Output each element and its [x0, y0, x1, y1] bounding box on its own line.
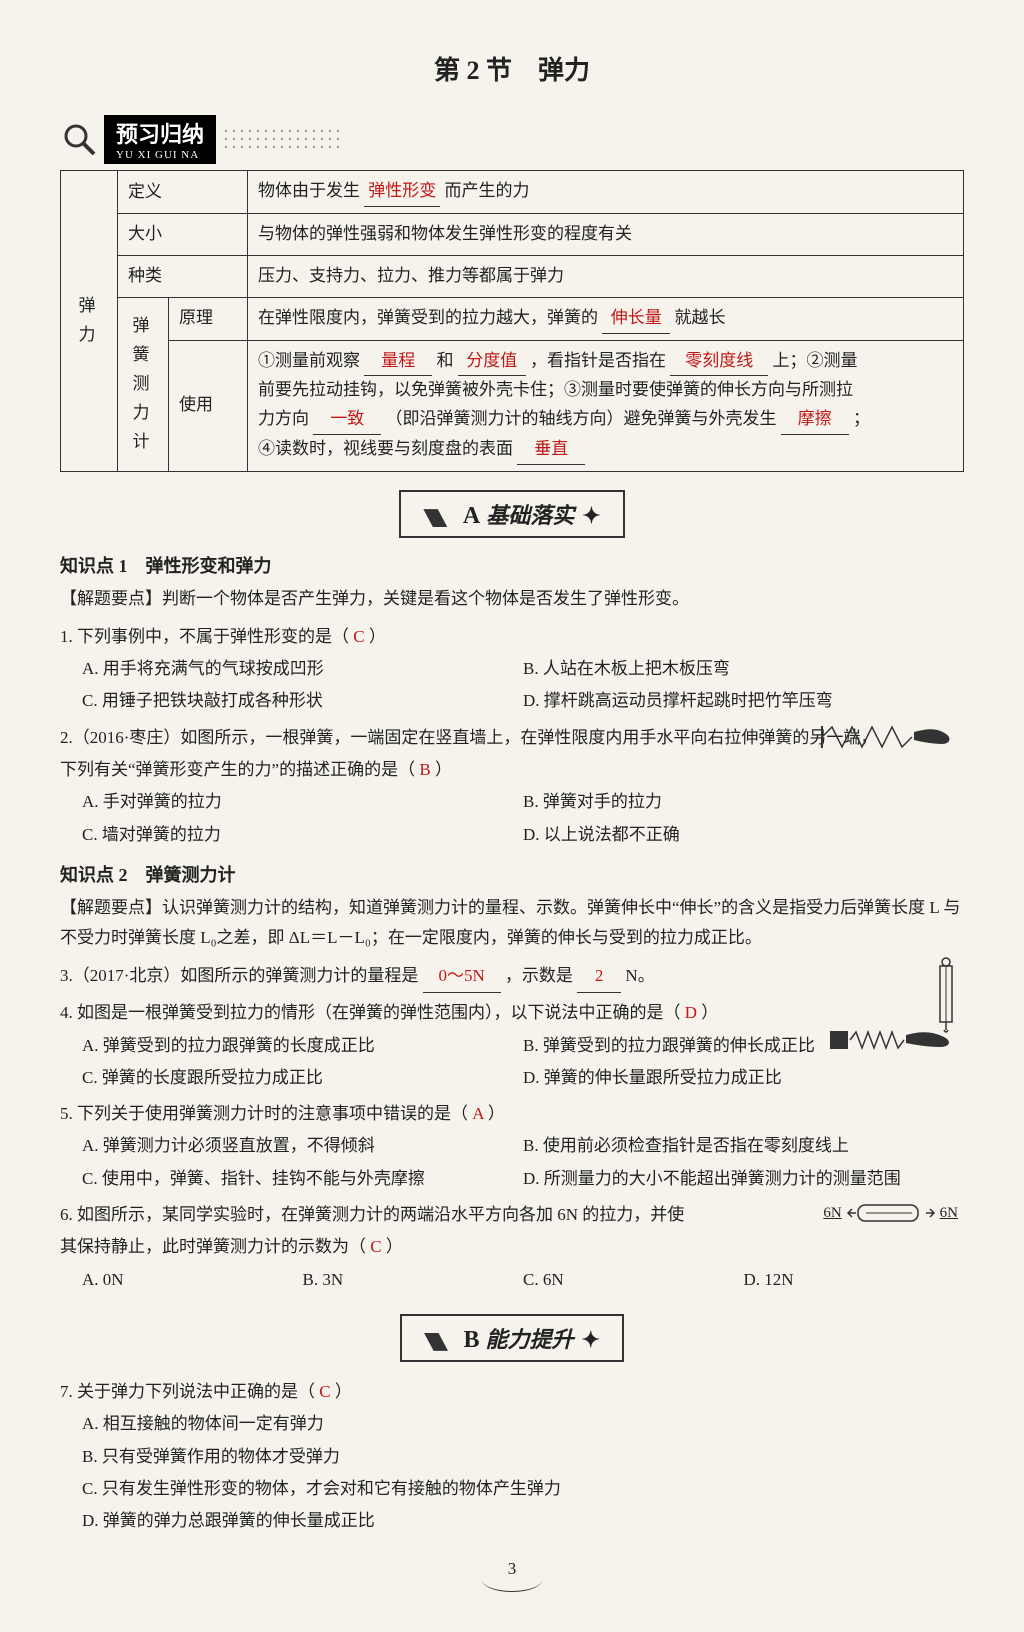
- page-footer: 3: [60, 1567, 964, 1592]
- spring-pull-icon: [828, 1025, 958, 1066]
- band-b: B能力提升✦: [60, 1314, 964, 1362]
- def-blank: 弹性形变: [364, 177, 440, 207]
- preview-header: 预习归纳 YU XI GUI NA: [60, 115, 964, 164]
- def-cell: 物体由于发生 弹性形变 而产生的力: [248, 171, 964, 214]
- prin-cell: 在弹性限度内，弹簧受到的拉力越大，弹簧的 伸长量 就越长: [248, 297, 964, 340]
- summary-table: 弹力 定义 物体由于发生 弹性形变 而产生的力 大小 与物体的弹性强弱和物体发生…: [60, 170, 964, 472]
- page: 第 2 节 弹力 预习归纳 YU XI GUI NA 弹力 定义 物体由于发生 …: [0, 0, 1024, 1632]
- prin-blank: 伸长量: [602, 304, 670, 334]
- header-label: 预习归纳: [104, 115, 216, 149]
- header-pinyin: YU XI GUI NA: [104, 149, 216, 164]
- prin-h: 原理: [169, 297, 248, 340]
- size-cell: 与物体的弹性强弱和物体发生弹性形变的程度有关: [248, 213, 964, 255]
- kpt-2: 知识点 2 弹簧测力计: [60, 861, 964, 887]
- sub-label: 弹簧测力计: [118, 297, 169, 471]
- section-title: 第 2 节 弹力: [60, 50, 964, 87]
- question-3: 3.（2017·北京）如图所示的弹簧测力计的量程是 0～5N ，示数是 2 N。: [60, 960, 964, 993]
- use-h: 使用: [169, 340, 248, 472]
- question-6: 6. 如图所示，某同学实验时，在弹簧测力计的两端沿水平方向各加 6N 的拉力，并…: [60, 1199, 964, 1296]
- use-cell: ①测量前观察 量程 和 分度值 ，看指针是否指在 零刻度线 上；②测量 前要先拉…: [248, 340, 964, 472]
- magnifier-icon: [60, 120, 100, 160]
- types-h: 种类: [118, 255, 248, 297]
- size-h: 大小: [118, 213, 248, 255]
- def-h: 定义: [118, 171, 248, 214]
- question-1: 1. 下列事例中，不属于弹性形变的是（ C ） A. 用手将充满气的气球按成凹形…: [60, 621, 964, 718]
- question-4: 4. 如图是一根弹簧受到拉力的情形（在弹簧的弹性范围内），以下说法中正确的是（ …: [60, 997, 964, 1094]
- dots-icon: [222, 127, 342, 153]
- question-2: 2.（2016·枣庄）如图所示，一根弹簧，一端固定在竖直墙上，在弹性限度内用手水…: [60, 722, 964, 851]
- spring-hand-icon: [818, 722, 958, 763]
- kpt-1: 知识点 1 弹性形变和弹力: [60, 552, 964, 578]
- row-label: 弹力: [61, 171, 118, 472]
- types-cell: 压力、支持力、拉力、推力等都属于弹力: [248, 255, 964, 297]
- key-1: 【解题要点】判断一个物体是否产生弹力，关键是看这个物体是否发生了弹性形变。: [60, 584, 964, 615]
- band-a: A基础落实✦: [60, 490, 964, 538]
- question-5: 5. 下列关于使用弹簧测力计时的注意事项中错误的是（ A ） A. 弹簧测力计必…: [60, 1098, 964, 1195]
- key-2: 【解题要点】认识弹簧测力计的结构，知道弹簧测力计的量程、示数。弹簧伸长中“伸长”…: [60, 893, 964, 954]
- two-force-icon: 6N 6N: [823, 1199, 958, 1228]
- page-number: 3: [508, 1559, 517, 1578]
- question-7: 7. 关于弹力下列说法中正确的是（ C ） A. 相互接触的物体间一定有弹力 B…: [60, 1376, 964, 1537]
